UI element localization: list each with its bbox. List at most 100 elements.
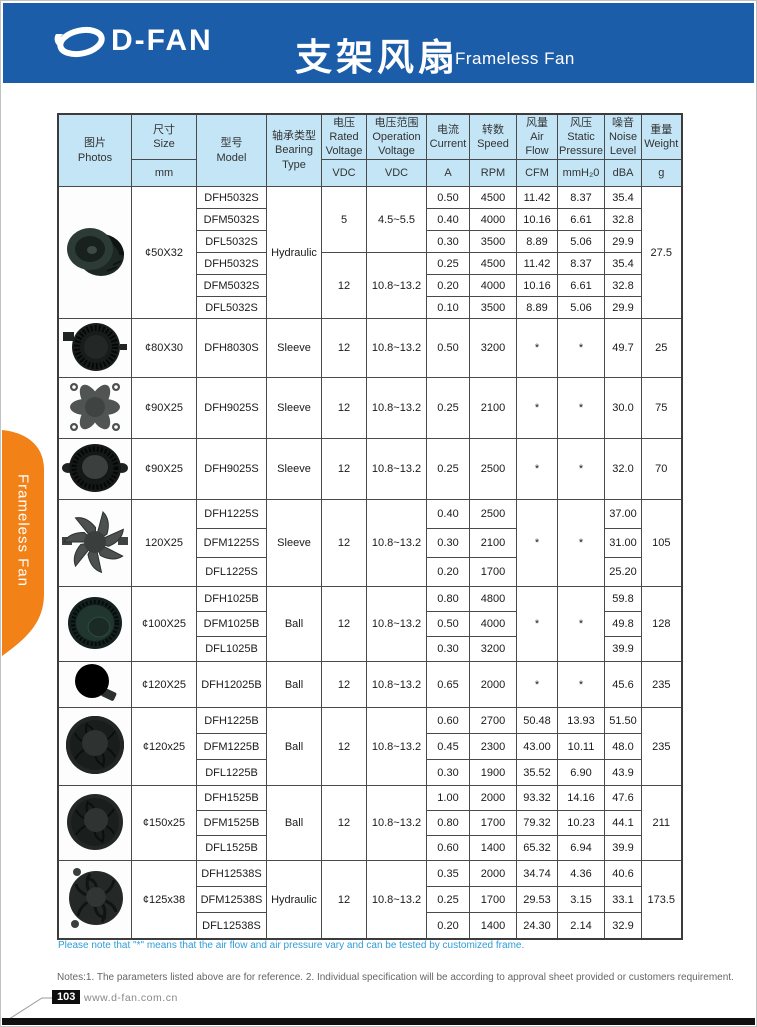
- speed-cell: 2500: [469, 438, 517, 500]
- table-row: DFM12538S 0.25 1700 29.53 3.15 33.1: [58, 886, 682, 913]
- unit-pressure: mmH₂0: [556, 159, 606, 187]
- col-header-speed: 转数 Speed: [469, 113, 517, 160]
- model-cell: DFL1025B: [196, 636, 267, 662]
- col-header-pressure-cn: 风压: [570, 116, 592, 129]
- noise-cell: 29.9: [604, 296, 643, 319]
- noise-cell: 40.6: [604, 860, 643, 887]
- model-cell: DFM1225S: [196, 528, 267, 558]
- model-cell: DFM5032S: [196, 208, 267, 231]
- unit-size: mm: [131, 159, 197, 187]
- col-header-current: 电流 Current: [426, 113, 470, 160]
- noise-cell: 39.9: [604, 835, 643, 861]
- fan-photo-impeller-swirl-ears: [57, 860, 132, 940]
- speed-cell: 1900: [469, 759, 517, 786]
- col-header-airflow: 风量 Air Flow: [516, 113, 558, 160]
- current-cell: 0.25: [426, 438, 470, 500]
- col-header-photos: 图片 Photos: [57, 113, 132, 187]
- size-cell: ¢90X25: [131, 438, 197, 500]
- op-voltage-cell: 10.8~13.2: [366, 586, 427, 662]
- col-header-bearing-en: Bearing Type: [275, 144, 313, 171]
- weight-cell: 25: [641, 318, 683, 378]
- op-voltage-cell: 4.5~5.5: [366, 186, 427, 253]
- current-cell: 0.50: [426, 611, 470, 637]
- bearing-cell: Sleeve: [266, 318, 322, 378]
- fan-photo-impeller-front: [57, 785, 132, 861]
- col-header-weight-en: Weight: [644, 138, 679, 150]
- table-row: ¢80X30 DFH8030S Sleeve 12 10.8~13.2 0.50…: [57, 318, 683, 378]
- pressure-cell: 6.61: [556, 208, 606, 231]
- pressure-cell: 5.06: [556, 230, 606, 253]
- table-row: DFL1525B 0.60 1400 65.32 6.94 39.9: [58, 835, 682, 861]
- airflow-cell: 8.89: [516, 230, 558, 253]
- noise-cell: 59.8: [604, 586, 643, 612]
- model-cell: DFH5032S: [196, 252, 267, 275]
- col-header-noise-en: Noise Level: [608, 130, 638, 158]
- speed-cell: 3200: [469, 636, 517, 662]
- bearing-cell: Ball: [266, 707, 322, 786]
- pressure-cell: *: [556, 586, 606, 662]
- current-cell: 0.30: [426, 759, 470, 786]
- speed-cell: 3500: [469, 296, 517, 319]
- table-row: DFL5032S 0.30 3500 8.89 5.06 29.9: [58, 230, 682, 253]
- speed-cell: 4000: [469, 208, 517, 231]
- current-cell: 0.20: [426, 557, 470, 587]
- pressure-cell: 8.37: [556, 252, 606, 275]
- col-header-photos-en: Photos: [77, 151, 113, 164]
- col-header-bearing: 轴承类型 Bearing Type: [266, 113, 322, 187]
- speed-cell: 2100: [469, 377, 517, 439]
- model-cell: DFH9025S: [196, 438, 267, 500]
- side-tab-label: Frameless Fan: [14, 474, 32, 588]
- table-row: ¢150x25 DFH1525B Ball 12 10.8~13.2 1.00 …: [57, 785, 683, 861]
- fan-photo-axial-corner-holes: [57, 377, 132, 439]
- col-header-airflow-en: Air Flow: [525, 130, 549, 158]
- table-row: ¢120x25 DFH1225B Ball 12 10.8~13.2 0.60 …: [57, 707, 683, 786]
- current-cell: 0.20: [426, 912, 470, 940]
- speed-cell: 2300: [469, 733, 517, 760]
- weight-cell: 27.5: [641, 186, 683, 319]
- model-cell: DFL5032S: [196, 296, 267, 319]
- table-row: DFM1025B 0.50 4000 49.8: [58, 611, 682, 637]
- size-cell: ¢120x25: [131, 707, 197, 786]
- pressure-cell: 2.14: [556, 912, 606, 940]
- speed-cell: 4800: [469, 586, 517, 612]
- pressure-cell: *: [556, 661, 606, 708]
- col-header-current-en: Current: [429, 138, 467, 150]
- col-header-weight-cn: 重量: [650, 123, 673, 136]
- voltage-cell: 12: [321, 586, 367, 662]
- current-cell: 0.40: [426, 499, 470, 529]
- fan-photo-round-blower: [57, 318, 132, 378]
- speed-cell: 1700: [469, 886, 517, 913]
- voltage-cell: 12: [321, 438, 367, 500]
- col-header-size-cn: 尺寸: [153, 123, 175, 136]
- model-cell: DFH1525B: [196, 785, 267, 811]
- noise-cell: 47.6: [604, 785, 643, 811]
- voltage-cell: 12: [321, 252, 367, 319]
- noise-cell: 35.4: [604, 252, 643, 275]
- table-row: < /circle> ¢120X25 DFH12025B Ball 12 10.…: [57, 661, 683, 708]
- current-cell: 0.80: [426, 586, 470, 612]
- noise-cell: 44.1: [604, 810, 643, 836]
- model-cell: DFH8030S: [196, 318, 267, 378]
- table-row: DFM5032S 0.20 4000 10.16 6.61 32.8: [58, 274, 682, 297]
- col-header-operation-voltage: 电压范围 Operation Voltage: [366, 113, 427, 160]
- noise-cell: 32.0: [604, 438, 643, 500]
- fan-swoosh-icon: [54, 26, 105, 58]
- pressure-cell: 10.11: [556, 733, 606, 760]
- pressure-cell: 3.15: [556, 886, 606, 913]
- col-header-weight: 重量 Weight: [641, 113, 683, 160]
- op-voltage-cell: 10.8~13.2: [366, 438, 427, 500]
- size-cell: ¢125x38: [131, 860, 197, 940]
- airflow-cell: *: [516, 438, 558, 500]
- page-title-en: Frameless Fan: [455, 49, 575, 68]
- col-header-speed-cn: 转数: [482, 123, 504, 136]
- website-link[interactable]: www.d-fan.com.cn: [84, 992, 178, 1004]
- col-header-operation-cn: 电压范围: [374, 116, 419, 129]
- voltage-cell: 12: [321, 318, 367, 378]
- col-header-noise-cn: 噪音: [612, 116, 635, 129]
- op-voltage-cell: 10.8~13.2: [366, 377, 427, 439]
- model-cell: DFL1525B: [196, 835, 267, 861]
- pressure-cell: 10.23: [556, 810, 606, 836]
- op-voltage-cell: 10.8~13.2: [366, 499, 427, 587]
- speed-cell: 1400: [469, 835, 517, 861]
- airflow-cell: 29.53: [516, 886, 558, 913]
